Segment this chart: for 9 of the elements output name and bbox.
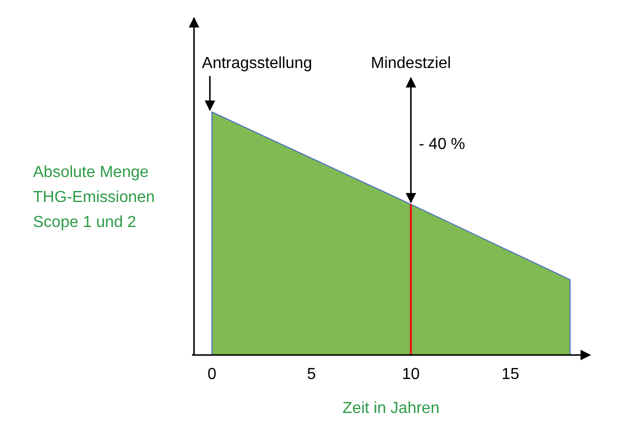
x-tick-label: 10 xyxy=(402,366,420,383)
x-tick-label: 5 xyxy=(306,366,316,383)
annotation: Antragsstellung xyxy=(202,55,312,72)
x-axis-title: Zeit in Jahren xyxy=(342,400,440,417)
x-tick-label: 0 xyxy=(207,366,216,383)
y-axis-title: Absolute Menge THG-Emissionen Scope 1 und 2 xyxy=(33,164,155,231)
text: Mindestziel xyxy=(370,55,451,72)
annotation: - 40 % xyxy=(418,136,466,153)
x-tick-label: 15 xyxy=(502,366,520,383)
